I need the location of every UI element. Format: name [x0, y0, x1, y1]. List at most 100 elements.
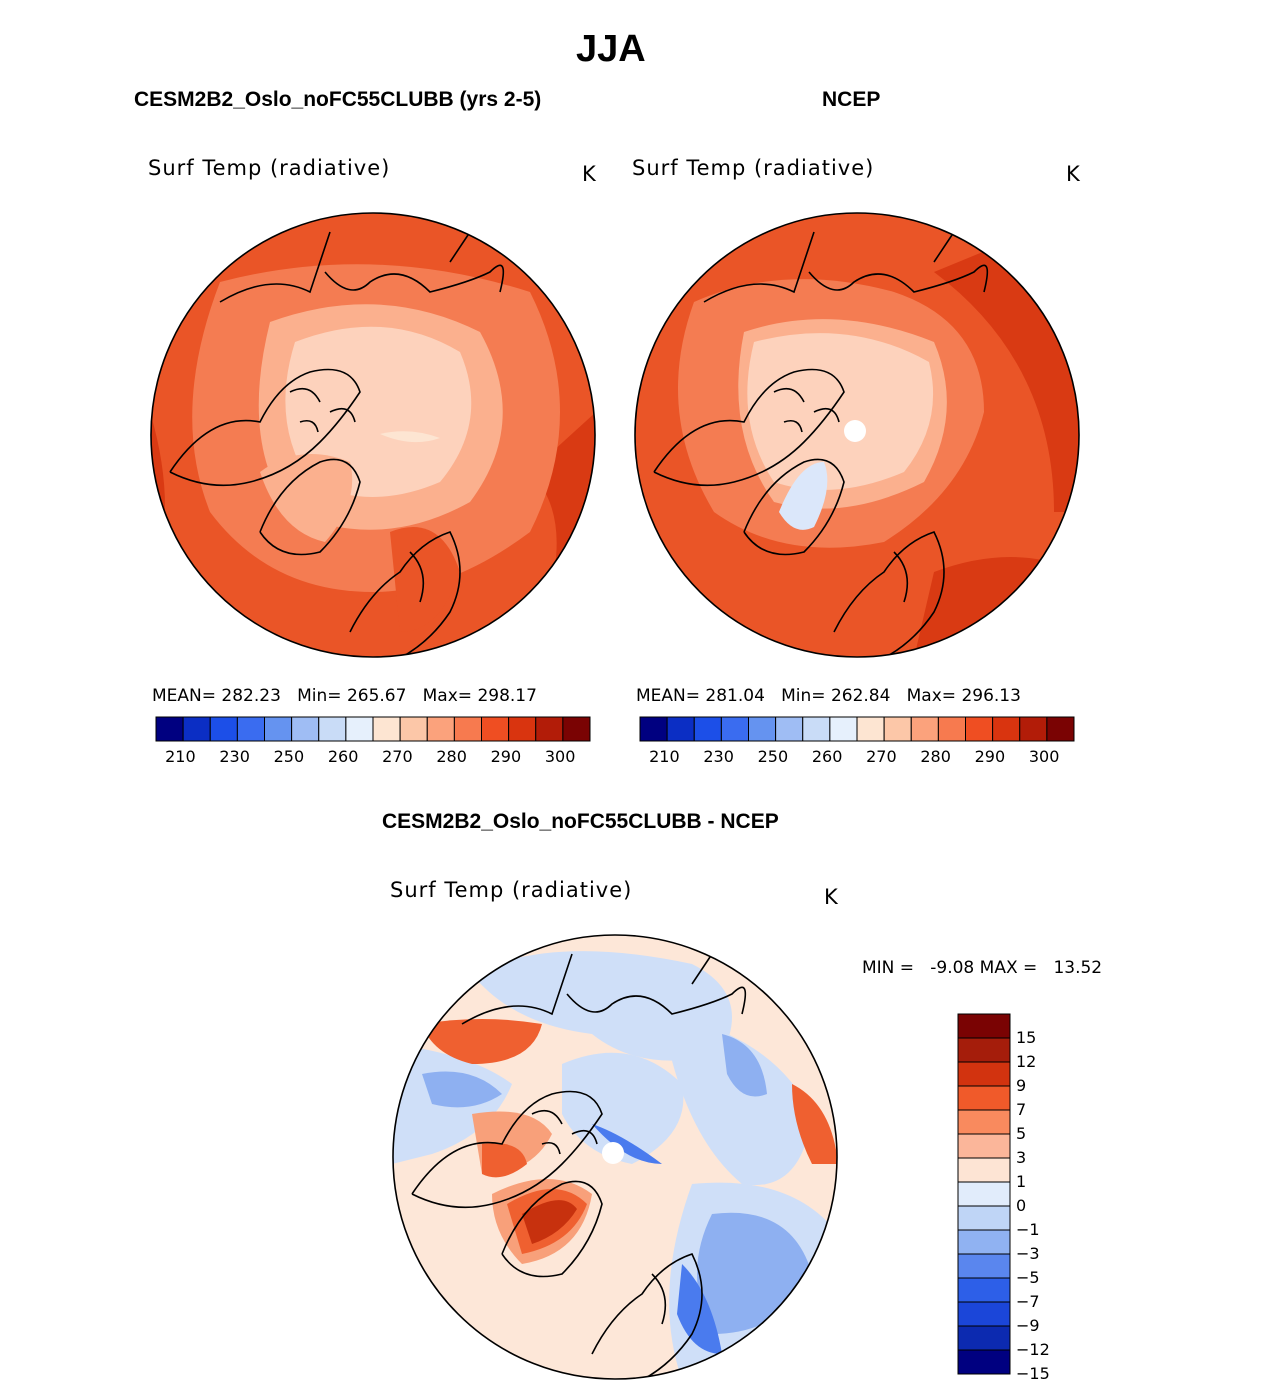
coast-canada — [411, 1090, 603, 1209]
colorbar-swatch — [957, 1205, 1011, 1231]
colorbar-tick-label: −15 — [1016, 1364, 1050, 1383]
colorbar-swatch — [155, 716, 184, 742]
colorbar-swatch — [291, 716, 320, 742]
panel2-stats: MEAN= 281.04 Min= 262.84 Max= 296.13 — [636, 686, 1021, 706]
panel2-mean-label: MEAN= — [636, 686, 700, 706]
panel2-max-label: Max= — [906, 686, 957, 706]
colorbar-swatch — [481, 716, 510, 742]
colorbar-tick-label: 210 — [649, 747, 680, 766]
panel2-min-value: 262.84 — [830, 686, 891, 706]
colorbar-tick-label: 0 — [1016, 1196, 1027, 1215]
page-title: JJA — [576, 28, 646, 70]
colorbar-tick-label: 7 — [1016, 1100, 1027, 1119]
colorbar-tick-label: 1 — [1016, 1172, 1027, 1191]
coast-europe — [349, 531, 461, 657]
coast-asia — [461, 953, 747, 1025]
map-border — [150, 212, 596, 658]
coast-arctic-islands — [773, 387, 840, 433]
diff-cool3-scandinavia — [677, 1264, 722, 1354]
colorbar-swatch — [957, 1253, 1011, 1279]
panel2-variable: Surf Temp (radiative) — [632, 156, 875, 180]
coast-canada — [653, 368, 845, 487]
diff-warm3-greenland — [522, 1200, 577, 1244]
colorbar-tick-label: 300 — [1028, 747, 1060, 766]
diff-warm2-canada — [482, 1143, 527, 1178]
colorbar-tick-label: 250 — [273, 747, 305, 766]
colorbar-swatch — [318, 716, 347, 742]
colorbar-swatch — [957, 1181, 1011, 1207]
colorbar-swatch — [264, 716, 293, 742]
coast-asia — [703, 231, 989, 303]
coast-europe — [591, 1253, 703, 1379]
colorbar-swatch — [1046, 716, 1075, 742]
colorbar-swatch — [883, 716, 912, 742]
colorbar-swatch — [508, 716, 537, 742]
panel1-max-label: Max= — [422, 686, 473, 706]
colorbar-swatch — [802, 716, 831, 742]
coast-greenland — [259, 458, 361, 556]
colorbar-tick-label: −7 — [1016, 1292, 1040, 1311]
colorbar-swatch — [399, 716, 428, 742]
colorbar-tick-label: 260 — [811, 747, 843, 766]
colorbar-tick-label: 15 — [1016, 1028, 1037, 1047]
colorbar-swatch — [856, 716, 885, 742]
colorbar-tick-label: 210 — [165, 747, 196, 766]
colorbar-swatch — [957, 1157, 1011, 1183]
coast-canada — [169, 368, 361, 487]
map-fill-scandinavia — [390, 527, 460, 632]
colorbar-tick-label: 290 — [490, 747, 522, 766]
colorbar-swatch — [775, 716, 804, 742]
diff-heading: CESM2B2_Oslo_noFC55CLUBB - NCEP — [382, 810, 779, 833]
colorbar-swatch — [957, 1301, 1011, 1327]
colorbar-swatch — [957, 1229, 1011, 1255]
colorbar-swatch — [236, 716, 265, 742]
colorbar-tick-label: 12 — [1016, 1052, 1037, 1071]
colorbar-tick-label: 290 — [974, 747, 1006, 766]
panel2-units: K — [1066, 162, 1081, 186]
colorbar-swatch — [535, 716, 564, 742]
colorbar-tick-label: 250 — [757, 747, 789, 766]
colorbar-tick-label: 230 — [703, 747, 734, 766]
colorbar-swatch — [957, 1109, 1011, 1135]
map-fill-greenland — [260, 454, 353, 542]
colorbar-swatch — [829, 716, 858, 742]
map-border — [392, 934, 838, 1380]
diff-warm-northwest — [422, 1019, 542, 1064]
colorbar-tick-label: −3 — [1016, 1244, 1040, 1263]
coast-arctic-islands — [289, 387, 356, 433]
colorbar-tick-label: −1 — [1016, 1220, 1040, 1239]
coastlines — [169, 231, 505, 657]
colorbar-swatch — [957, 1325, 1011, 1351]
map-border — [634, 212, 1080, 658]
panel1-heading: CESM2B2_Oslo_noFC55CLUBB (yrs 2-5) — [134, 88, 542, 111]
diff-cool-east — [662, 1014, 812, 1186]
colorbar-swatch — [957, 1085, 1011, 1111]
colorbar-swatch — [992, 716, 1021, 742]
colorbar-tick-label: 280 — [436, 747, 467, 766]
panel1-min-value: 265.67 — [346, 686, 407, 706]
panel1-map — [150, 212, 596, 658]
colorbar-swatch — [957, 1061, 1011, 1087]
diff-units: K — [824, 885, 839, 909]
map-ice-streak — [380, 431, 440, 443]
colorbar-swatch — [666, 716, 695, 742]
diff-cool2-west — [422, 1071, 502, 1108]
diff-pole-hole — [602, 1142, 624, 1164]
map-ice-greenland — [779, 462, 828, 530]
panel1-variable: Surf Temp (radiative) — [148, 156, 391, 180]
colorbar-swatch — [957, 1349, 1011, 1375]
diff-warm-northeast — [792, 1084, 837, 1164]
colorbar-swatch — [426, 716, 455, 742]
colorbar-swatch — [639, 716, 668, 742]
colorbar-swatch — [209, 716, 238, 742]
colorbar-tick-label: 3 — [1016, 1148, 1027, 1167]
panel1-max-value: 298.17 — [477, 686, 537, 706]
panel1-min-label: Min= — [297, 686, 342, 706]
coastlines — [411, 953, 747, 1379]
coast-greenland — [501, 1180, 603, 1278]
colorbar-swatch — [372, 716, 401, 742]
colorbar-tick-label: 260 — [327, 747, 359, 766]
map-fill-core — [747, 333, 934, 490]
colorbar-swatch — [720, 716, 749, 742]
colorbar-swatch — [957, 1133, 1011, 1159]
